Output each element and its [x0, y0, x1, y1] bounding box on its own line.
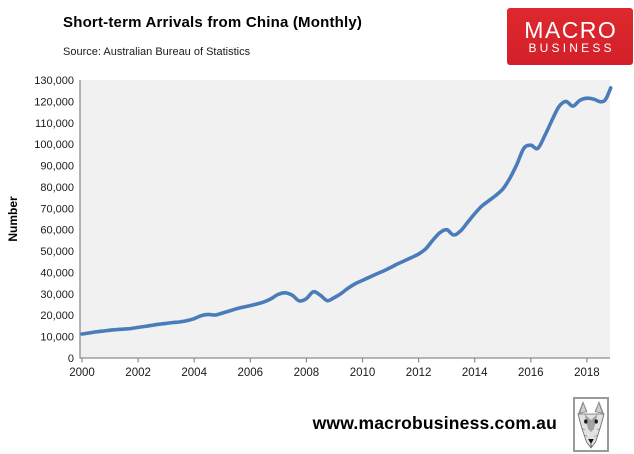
x-tick-label: 2016 — [518, 367, 544, 379]
plot-area — [80, 80, 610, 358]
x-tick-label: 2012 — [406, 367, 432, 379]
data-line-series — [80, 86, 613, 336]
x-tick-label: 2010 — [350, 367, 376, 379]
x-tick-label: 2014 — [462, 367, 488, 379]
y-tick-label: 70,000 — [40, 203, 74, 215]
y-tick-label: 50,000 — [40, 246, 74, 258]
x-tick-label: 2004 — [181, 367, 207, 379]
y-tick-label: 40,000 — [40, 267, 74, 279]
x-tick-label: 2000 — [69, 367, 95, 379]
y-axis-title: Number — [6, 196, 20, 242]
wolf-logo — [573, 397, 609, 452]
y-tick-label: 80,000 — [40, 182, 74, 194]
macrobusiness-logo: MACRO BUSINESS — [507, 8, 633, 65]
x-tick-label: 2002 — [125, 367, 151, 379]
logo-macro-text: MACRO — [524, 16, 618, 43]
wolf-icon — [577, 401, 605, 449]
line-chart: 0 10,000 20,000 30,000 40,000 50,000 60,000 70,… — [6, 75, 613, 379]
y-tick-label: 30,000 — [40, 289, 74, 301]
y-tick-label: 100,000 — [34, 139, 74, 151]
y-tick-label: 130,000 — [34, 75, 74, 87]
y-tick-label: 10,000 — [40, 332, 74, 344]
logo-business-text: BUSINESS — [528, 40, 615, 55]
website-url: www.macrobusiness.com.au — [312, 413, 557, 433]
y-tick-label: 90,000 — [40, 161, 74, 173]
chart-title: Short-term Arrivals from China (Monthly) — [63, 14, 363, 31]
y-tick-label: 60,000 — [40, 225, 74, 237]
y-tick-label: 20,000 — [40, 310, 74, 322]
x-tick-label: 2006 — [238, 367, 264, 379]
y-tick-label: 0 — [68, 353, 74, 365]
x-tick-label: 2018 — [574, 367, 600, 379]
chart-source: Source: Australian Bureau of Statistics — [63, 46, 251, 58]
y-tick-label: 120,000 — [34, 96, 74, 108]
x-tick-label: 2008 — [294, 367, 320, 379]
y-tick-label: 110,000 — [35, 118, 74, 130]
axes — [79, 80, 610, 359]
